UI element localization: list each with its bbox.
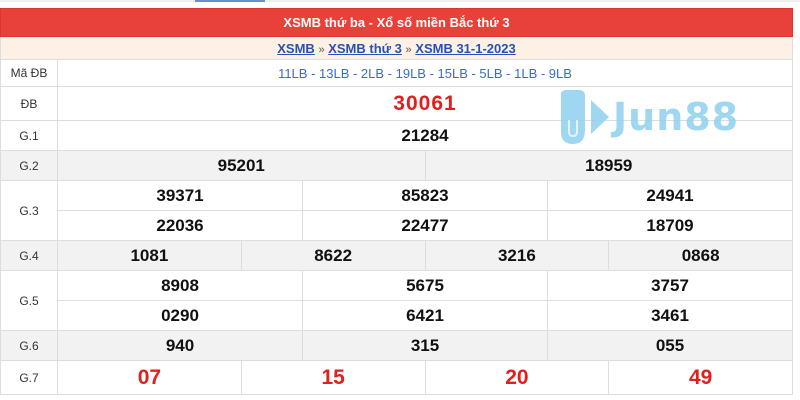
prize-number: 22036: [57, 210, 303, 241]
prize-number: 5675: [302, 270, 548, 301]
special-prize: 30061: [57, 86, 793, 121]
ma-db-value: 11LB - 13LB - 2LB - 19LB - 15LB - 5LB - …: [57, 59, 793, 87]
breadcrumb-xsmb[interactable]: XSMB: [277, 40, 315, 56]
results-table: XSMB thứ ba - Xổ số miền Bắc thứ 3 XSMB …: [0, 8, 793, 395]
watermark-text: Jun88: [613, 95, 740, 139]
prize-number: 3757: [547, 270, 793, 301]
row-label: G.2: [0, 150, 58, 181]
prize-number: 055: [547, 330, 793, 361]
table-title: XSMB thứ ba - Xổ số miền Bắc thứ 3: [0, 8, 793, 37]
prize-number: 0290: [57, 300, 303, 331]
top-border: [0, 0, 800, 2]
prize-number: 21284: [57, 120, 793, 151]
jun88-logo-icon: [561, 90, 609, 144]
prize-number: 8622: [240, 240, 426, 271]
prize-number: 8908: [57, 270, 303, 301]
prize-number: 07: [57, 360, 242, 395]
row-label: G.5: [0, 270, 58, 331]
prize-number: 3461: [547, 300, 793, 331]
jun88-watermark: Jun88: [557, 90, 739, 144]
active-tab-indicator: [195, 0, 265, 2]
row-label: G.6: [0, 330, 58, 361]
row-label: G.7: [0, 360, 58, 395]
breadcrumb-xsmb-date[interactable]: XSMB 31-1-2023: [415, 40, 516, 56]
prize-number: 1081: [57, 240, 242, 271]
prize-number: 95201: [57, 150, 426, 181]
row-label: ĐB: [0, 86, 58, 121]
breadcrumb-separator: »: [318, 43, 325, 56]
breadcrumb-separator: »: [405, 43, 412, 56]
prize-number: 6421: [302, 300, 548, 331]
breadcrumb: XSMB » XSMB thứ 3 » XSMB 31-1-2023: [0, 36, 793, 60]
prize-number: 85823: [302, 180, 548, 211]
row-label: Mã ĐB: [0, 59, 58, 87]
prize-number: 3216: [424, 240, 610, 271]
prize-number: 940: [57, 330, 303, 361]
row-label: G.1: [0, 120, 58, 151]
prize-number: 18709: [547, 210, 793, 241]
prize-number: 15: [240, 360, 426, 395]
prize-number: 315: [302, 330, 548, 361]
prize-number: 49: [608, 360, 793, 395]
prize-number: 20: [424, 360, 610, 395]
prize-number: 18959: [424, 150, 793, 181]
row-label: G.4: [0, 240, 58, 271]
prize-number: 24941: [547, 180, 793, 211]
row-label: G.3: [0, 180, 58, 241]
prize-number: 0868: [608, 240, 793, 271]
prize-number: 22477: [302, 210, 548, 241]
prize-number: 39371: [57, 180, 303, 211]
breadcrumb-xsmb-thu-3[interactable]: XSMB thứ 3: [328, 40, 402, 56]
